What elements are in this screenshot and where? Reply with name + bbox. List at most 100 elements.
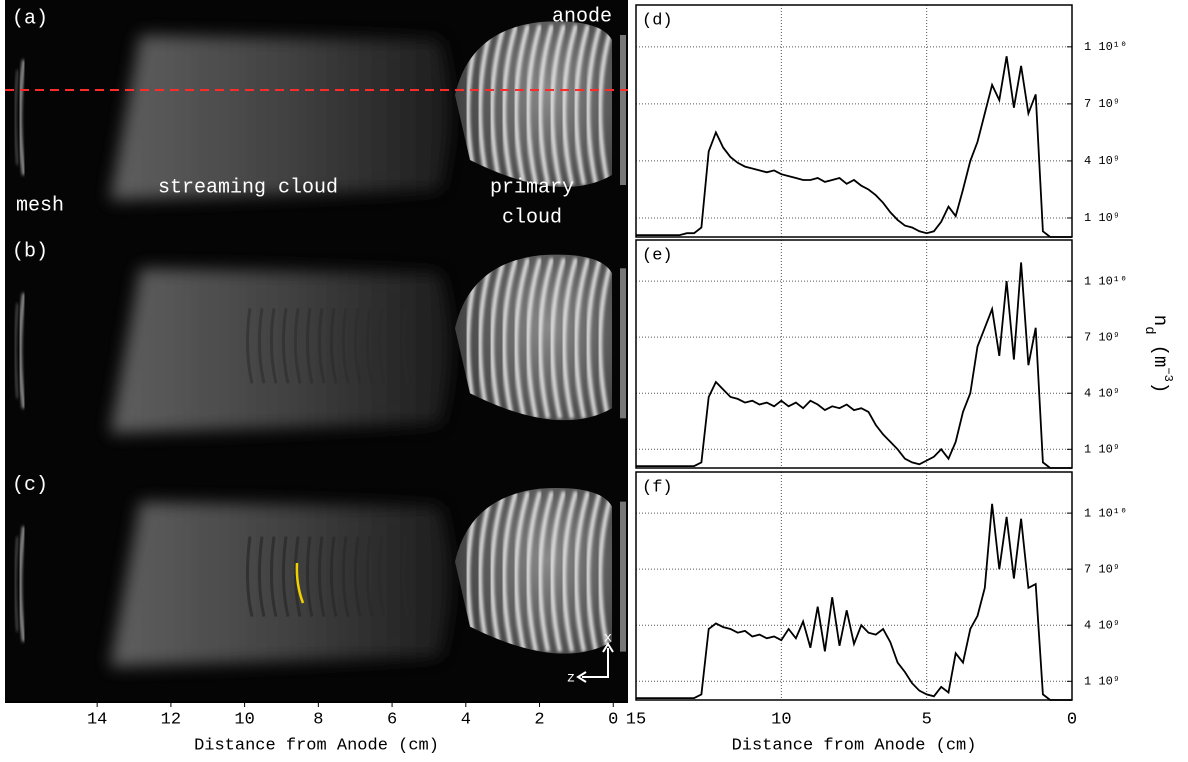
primary-stripe <box>585 491 602 653</box>
y-tick-label: 7 10⁹ <box>1084 97 1120 111</box>
axis-arrow <box>576 642 614 683</box>
cloud-stripe <box>305 536 314 617</box>
x-tick-label: 6 <box>387 710 397 729</box>
mesh <box>14 69 19 166</box>
anode-bar <box>620 35 626 185</box>
primary-stripe <box>597 24 612 186</box>
panel-label: (f) <box>642 478 673 497</box>
profile-line <box>636 503 1072 701</box>
annotation: mesh <box>16 194 64 217</box>
mesh <box>14 303 19 399</box>
cloud-stripe <box>257 308 266 384</box>
y-tick-label: 1 10⁹ <box>1084 211 1120 225</box>
plot-frame <box>635 239 1073 469</box>
annotation: primary <box>490 176 574 199</box>
y-axis-label-part: −3 <box>1161 367 1175 381</box>
panel-label: (d) <box>642 11 673 30</box>
x-axis-label: Distance from Anode (cm) <box>194 736 439 755</box>
primary-stripe <box>585 24 602 186</box>
primary-stripe <box>549 491 566 653</box>
primary-cloud <box>455 21 612 188</box>
y-tick-label: 1 10⁹ <box>1084 442 1120 456</box>
plot-area <box>636 240 1072 468</box>
cloud-stripe <box>245 308 254 384</box>
primary-stripe <box>501 491 518 653</box>
x-tick-label: 15 <box>626 710 646 729</box>
cloud-stripe <box>341 308 350 384</box>
primary-stripe <box>501 24 518 186</box>
primary-stripe <box>597 491 612 653</box>
primary-stripe <box>525 257 542 419</box>
axis-icon <box>582 648 609 678</box>
axis-icon-label: z <box>567 671 575 687</box>
x-tick-label: 2 <box>534 710 544 729</box>
panel-label: (e) <box>642 246 673 265</box>
y-axis-label-part: n <box>1149 315 1171 326</box>
primary-stripe <box>513 257 530 419</box>
y-tick-label: 1 10¹⁰ <box>1084 506 1127 520</box>
primary-stripe <box>525 24 542 186</box>
primary-stripe <box>513 491 530 653</box>
cloud-stripe <box>257 536 266 617</box>
cloud-stripe <box>317 536 326 617</box>
mesh <box>14 536 19 632</box>
cloud-stripe <box>389 536 398 617</box>
primary-stripe <box>573 257 590 419</box>
y-tick-label: 4 10⁹ <box>1084 618 1120 632</box>
axis-icon-label: x <box>604 631 612 647</box>
primary-stripe <box>537 491 554 653</box>
cloud-stripe <box>329 536 338 617</box>
cloud-stripe <box>401 308 410 384</box>
plot-area <box>636 472 1072 700</box>
streaming-cloud <box>110 35 450 200</box>
mesh <box>18 59 26 176</box>
cloud-stripe <box>317 308 326 384</box>
x-tick-label: 14 <box>87 710 107 729</box>
x-tick-label: 0 <box>608 710 618 729</box>
primary-stripe <box>477 491 494 653</box>
primary-stripe <box>561 257 578 419</box>
cloud-stripe <box>281 308 290 384</box>
cloud-stripe <box>365 536 374 617</box>
x-tick-label: 8 <box>313 710 323 729</box>
y-tick-label: 1 10⁹ <box>1084 674 1120 688</box>
cloud-stripe <box>245 536 254 617</box>
primary-stripe <box>573 24 590 186</box>
primary-stripe <box>477 24 494 186</box>
cloud-stripe <box>293 536 302 617</box>
y-tick-label: 1 10¹⁰ <box>1084 40 1127 54</box>
cloud-stripe <box>281 536 290 617</box>
x-tick-label: 10 <box>234 710 254 729</box>
cloud-stripe <box>365 308 374 384</box>
profile-line <box>636 262 1072 469</box>
cloud-stripe <box>269 308 278 384</box>
primary-stripe <box>561 491 578 653</box>
x-tick-label: 5 <box>922 710 932 729</box>
panel-label: (a) <box>12 7 48 30</box>
y-axis-label-part: ) <box>1149 382 1171 393</box>
y-tick-label: 7 10⁹ <box>1084 562 1120 576</box>
cloud-stripe <box>341 536 350 617</box>
annotation: cloud <box>502 206 562 229</box>
x-tick-label: 10 <box>771 710 791 729</box>
cloud-stripe <box>329 308 338 384</box>
primary-cloud <box>455 254 612 421</box>
primary-stripe <box>501 257 518 419</box>
primary-stripe <box>597 257 612 419</box>
primary-stripe <box>489 257 506 419</box>
plot-frame <box>635 4 1073 238</box>
annotation: streaming cloud <box>158 176 338 199</box>
y-axis-label-part: d <box>1141 326 1157 334</box>
y-tick-label: 1 10¹⁰ <box>1084 274 1127 288</box>
y-tick-label: 4 10⁹ <box>1084 386 1120 400</box>
plot-area <box>636 5 1072 237</box>
y-axis-label-part: (m <box>1149 345 1171 368</box>
primary-stripe <box>549 24 566 186</box>
primary-stripe <box>489 24 506 186</box>
annotation: anode <box>552 5 612 28</box>
x-tick-label: 4 <box>461 710 471 729</box>
primary-stripe <box>537 257 554 419</box>
image-panel: (a) <box>12 7 626 200</box>
streaming-cloud <box>110 268 450 434</box>
